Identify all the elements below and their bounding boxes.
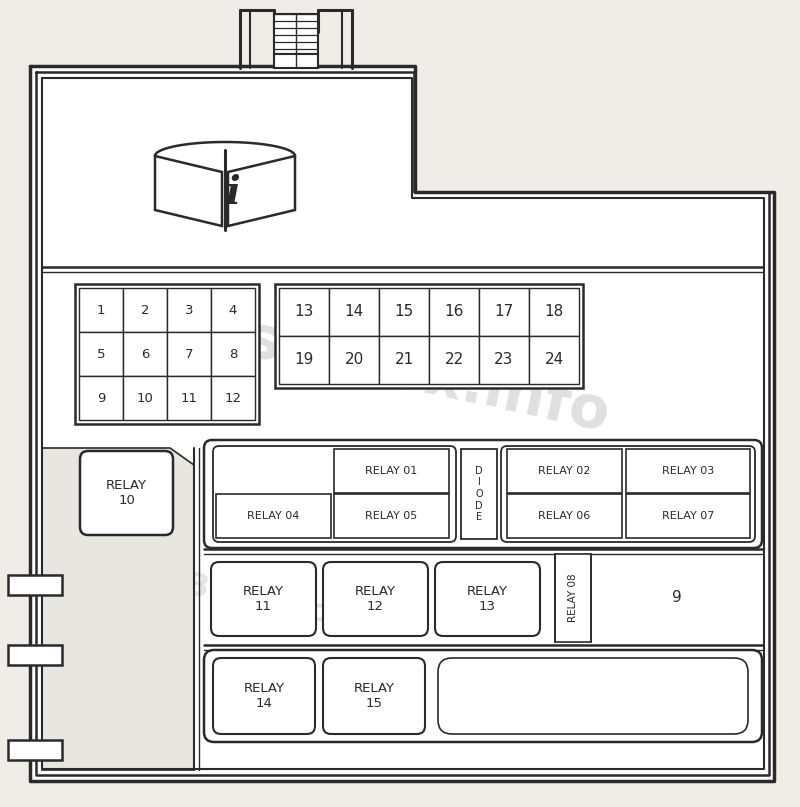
FancyBboxPatch shape (80, 451, 173, 535)
Bar (379, 336, 429, 384)
Text: 8: 8 (229, 348, 237, 361)
Text: RELAY 02: RELAY 02 (538, 466, 590, 476)
Bar (529, 288, 579, 336)
Text: RELAY
14: RELAY 14 (243, 682, 285, 710)
Text: RELAY 05: RELAY 05 (366, 511, 418, 521)
Text: RELAY
12: RELAY 12 (355, 585, 396, 613)
Text: i: i (226, 174, 240, 212)
Text: Fuse-Box.info: Fuse-Box.info (86, 550, 334, 631)
Bar (123, 288, 167, 332)
Text: RELAY 01: RELAY 01 (366, 466, 418, 476)
Bar (429, 288, 479, 336)
Bar (479, 336, 529, 384)
Bar (211, 376, 255, 420)
Text: 4: 4 (229, 303, 237, 316)
Bar (429, 336, 479, 384)
Bar (167, 376, 211, 420)
Polygon shape (31, 67, 773, 780)
Bar (479, 288, 529, 336)
Bar (167, 288, 211, 332)
Text: RELAY
15: RELAY 15 (354, 682, 394, 710)
Bar (507, 449, 622, 493)
Bar (79, 288, 123, 332)
Bar (216, 494, 331, 538)
Bar (329, 288, 379, 336)
Text: 24: 24 (544, 353, 564, 367)
Bar (334, 494, 449, 538)
Text: 23: 23 (494, 353, 514, 367)
Text: RELAY 08: RELAY 08 (568, 574, 578, 622)
Text: 3: 3 (185, 303, 194, 316)
Bar (279, 288, 329, 336)
Text: RELAY 03: RELAY 03 (662, 466, 714, 476)
Text: 2: 2 (141, 303, 150, 316)
Bar (8, 575, 62, 595)
Text: 17: 17 (494, 304, 514, 320)
Bar (379, 288, 429, 336)
Bar (507, 494, 622, 538)
Bar (626, 494, 750, 538)
Bar (329, 336, 379, 384)
FancyBboxPatch shape (435, 562, 540, 636)
Text: RELAY 07: RELAY 07 (662, 511, 714, 521)
Text: 19: 19 (294, 353, 314, 367)
Text: 14: 14 (344, 304, 364, 320)
Bar (79, 332, 123, 376)
Text: RELAY
10: RELAY 10 (106, 479, 147, 507)
Text: RELAY
11: RELAY 11 (243, 585, 284, 613)
Text: 1: 1 (97, 303, 106, 316)
Text: 10: 10 (137, 391, 154, 404)
Text: Fuse-Box.info: Fuse-Box.info (165, 295, 615, 445)
Bar (279, 336, 329, 384)
Bar (79, 376, 123, 420)
Bar (211, 332, 255, 376)
Bar (529, 336, 579, 384)
Text: D
I
O
D
E: D I O D E (475, 466, 483, 522)
Text: 11: 11 (181, 391, 198, 404)
Text: 9: 9 (97, 391, 105, 404)
Text: 21: 21 (394, 353, 414, 367)
Text: 16: 16 (444, 304, 464, 320)
Bar (8, 740, 62, 760)
Text: RELAY 04: RELAY 04 (247, 511, 300, 521)
Polygon shape (42, 448, 194, 770)
Bar (275, 284, 583, 388)
FancyBboxPatch shape (211, 562, 316, 636)
Bar (274, 54, 318, 68)
FancyBboxPatch shape (323, 562, 428, 636)
Bar (75, 284, 259, 424)
Text: 7: 7 (185, 348, 194, 361)
FancyBboxPatch shape (213, 658, 315, 734)
Bar (123, 376, 167, 420)
Bar (123, 332, 167, 376)
Bar (8, 645, 62, 665)
Bar (211, 288, 255, 332)
Text: RELAY
13: RELAY 13 (467, 585, 508, 613)
Bar (274, 14, 318, 54)
Text: 6: 6 (141, 348, 149, 361)
Bar (334, 449, 449, 493)
Bar (626, 449, 750, 493)
Bar (167, 332, 211, 376)
Text: 22: 22 (444, 353, 464, 367)
FancyBboxPatch shape (323, 658, 425, 734)
Text: 15: 15 (394, 304, 414, 320)
Text: 18: 18 (544, 304, 564, 320)
Text: 5: 5 (97, 348, 106, 361)
Text: 20: 20 (344, 353, 364, 367)
Bar (555, 554, 591, 642)
Text: 12: 12 (225, 391, 242, 404)
Text: 13: 13 (294, 304, 314, 320)
Bar (461, 449, 497, 539)
FancyBboxPatch shape (204, 650, 762, 742)
Text: 9: 9 (672, 591, 682, 605)
Text: RELAY 06: RELAY 06 (538, 511, 590, 521)
